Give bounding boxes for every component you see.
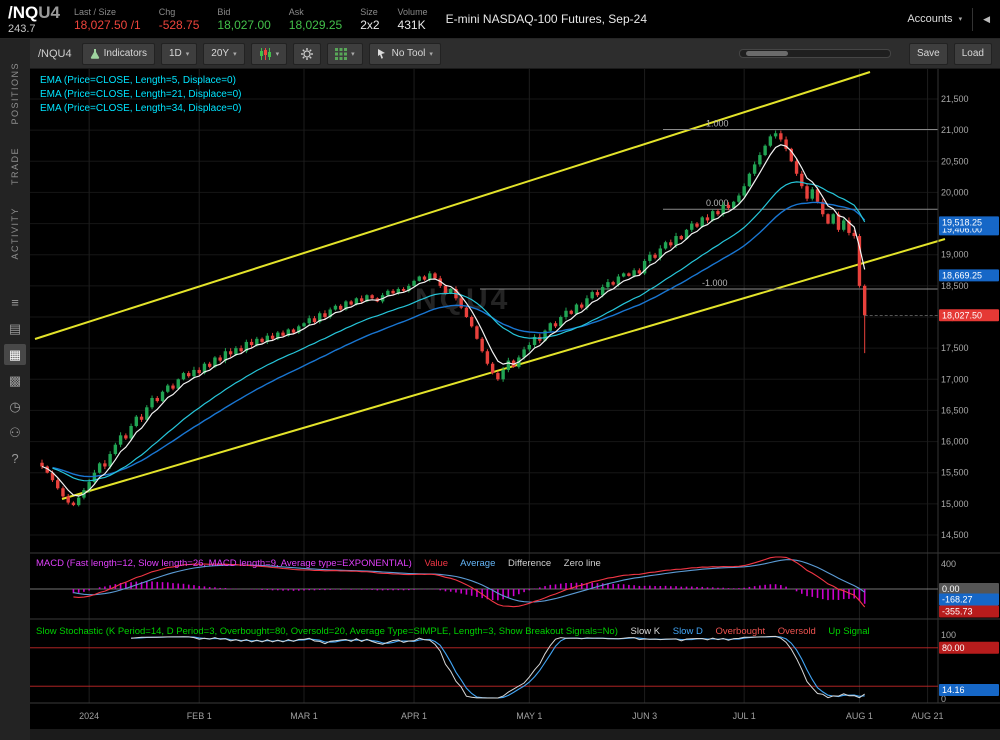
chart-icon[interactable]: ▦: [4, 344, 26, 366]
svg-text:20,000: 20,000: [941, 187, 969, 197]
symbol-sub-value: 243.7: [8, 23, 36, 35]
aggregation-value: 1D: [168, 48, 182, 59]
pattern-dropdown[interactable]: ▾: [327, 42, 363, 65]
svg-text:16,500: 16,500: [941, 405, 969, 415]
svg-text:18,027.50: 18,027.50: [942, 310, 982, 320]
stat-chg: Chg -528.75: [158, 6, 200, 32]
pattern-grid-icon: [335, 47, 348, 60]
help-icon[interactable]: ?: [11, 451, 19, 467]
svg-text:0: 0: [941, 694, 946, 704]
flask-icon: [90, 49, 99, 59]
range-dropdown[interactable]: 20Y ▾: [203, 42, 245, 65]
time-slider-handle[interactable]: [745, 51, 788, 56]
svg-text:15,500: 15,500: [941, 468, 969, 478]
symbol-dropdown[interactable]: /NQU4 243.7: [0, 2, 70, 36]
svg-text:21,500: 21,500: [941, 94, 969, 104]
settings-button[interactable]: [293, 42, 322, 65]
chevron-down-icon: ▾: [275, 50, 280, 58]
collapse-panel-icon[interactable]: ◀: [972, 7, 1000, 31]
svg-text:14.16: 14.16: [942, 685, 965, 695]
svg-text:17,500: 17,500: [941, 343, 969, 353]
svg-text:19,518.25: 19,518.25: [942, 217, 982, 227]
tool-label: No Tool: [391, 48, 426, 59]
svg-text:19,406.00: 19,406.00: [942, 224, 982, 234]
range-value: 20Y: [211, 48, 230, 59]
instrument-title: E-mini NASDAQ-100 Futures, Sep-24: [445, 12, 647, 26]
chart-area: NQU41.0000.000-1.00021,50021,00020,50020…: [30, 69, 1000, 740]
symbol-text: /NQ: [8, 3, 39, 22]
sidebar-tab-activity[interactable]: ACTIVITY: [10, 206, 20, 260]
svg-text:17,000: 17,000: [941, 374, 969, 384]
svg-text:APR 1: APR 1: [401, 711, 427, 721]
save-button[interactable]: Save: [908, 42, 948, 65]
chart-toolbar: /NQU4 Indicators 1D ▾ 20Y ▾ ▾: [30, 39, 1000, 69]
sidebar-icons: ≡ ▤ ▦ ▩ ◷ ⚇?: [4, 292, 26, 469]
svg-text:-1.000: -1.000: [702, 278, 728, 288]
chevron-down-icon: ▾: [351, 50, 355, 58]
svg-text:MAR 1: MAR 1: [290, 711, 318, 721]
aggregation-dropdown[interactable]: 1D ▾: [160, 42, 198, 65]
gear-icon: [301, 47, 314, 60]
main-panel: /NQU4 Indicators 1D ▾ 20Y ▾ ▾: [30, 39, 1000, 740]
svg-text:-355.73: -355.73: [942, 607, 973, 617]
svg-text:MAY 1: MAY 1: [516, 711, 542, 721]
quote-stats: Last / Size 18,027.50 /1 Chg -528.75 Bid 18,0…: [74, 7, 428, 32]
svg-text:0.000: 0.000: [706, 198, 729, 208]
svg-text:AUG 21: AUG 21: [912, 711, 944, 721]
svg-text:1.000: 1.000: [706, 119, 729, 129]
chevron-down-icon: ▾: [958, 16, 963, 23]
svg-text:100: 100: [941, 630, 956, 640]
svg-text:18,669.25: 18,669.25: [942, 270, 982, 280]
toolbar-symbol: /NQU4: [38, 47, 72, 60]
svg-text:JUL 1: JUL 1: [733, 711, 756, 721]
svg-text:400: 400: [941, 559, 956, 569]
cursor-icon: [377, 49, 385, 59]
stat-last-size: Last / Size 18,027.50 /1: [73, 6, 141, 32]
chart-type-dropdown[interactable]: ▾: [250, 42, 288, 65]
stat-ask: Ask 18,029.25: [288, 6, 343, 32]
share-icon[interactable]: ⚇: [9, 424, 21, 440]
watchlist-icon[interactable]: ≡: [11, 295, 19, 311]
svg-text:21,000: 21,000: [941, 125, 969, 135]
svg-text:2024: 2024: [79, 711, 99, 721]
symbol-suffix: U4: [38, 3, 60, 22]
svg-text:0.00: 0.00: [942, 584, 960, 594]
chevron-down-icon: ▾: [429, 50, 433, 58]
header: /NQU4 243.7 Last / Size 18,027.50 /1 Chg -5…: [0, 0, 1000, 39]
accounts-label: Accounts: [907, 13, 953, 25]
positions-icon[interactable]: ▤: [8, 320, 22, 336]
accounts-dropdown[interactable]: Accounts ▾: [897, 9, 972, 29]
svg-text:20,500: 20,500: [941, 156, 969, 166]
chevron-down-icon: ▾: [185, 50, 190, 58]
stat-volume: Volume 431K: [397, 6, 428, 32]
chevron-down-icon: ▾: [233, 50, 237, 58]
time-slider[interactable]: [738, 49, 891, 58]
chart-canvas[interactable]: NQU41.0000.000-1.00021,50021,00020,50020…: [30, 69, 1000, 740]
stat-bid: Bid 18,027.00: [217, 6, 271, 32]
svg-text:80.00: 80.00: [942, 643, 965, 653]
svg-text:18,500: 18,500: [941, 281, 969, 291]
left-sidebar: POSITIONS TRADE ACTIVITY ≡ ▤ ▦ ▩ ◷ ⚇?: [0, 39, 30, 740]
indicators-button[interactable]: Indicators: [81, 42, 155, 65]
svg-text:14,500: 14,500: [941, 530, 969, 540]
load-button[interactable]: Load: [953, 42, 992, 65]
drawing-tool-dropdown[interactable]: No Tool ▾: [368, 42, 441, 65]
svg-text:15,000: 15,000: [941, 499, 969, 509]
grid-icon[interactable]: ▩: [8, 372, 22, 388]
svg-text:19,000: 19,000: [941, 250, 969, 260]
indicators-label: Indicators: [103, 48, 147, 59]
svg-text:16,000: 16,000: [941, 437, 969, 447]
app-body: POSITIONS TRADE ACTIVITY ≡ ▤ ▦ ▩ ◷ ⚇? /NQU4 I…: [0, 39, 1000, 740]
svg-text:AUG 1: AUG 1: [846, 711, 873, 721]
svg-text:JUN 3: JUN 3: [632, 711, 657, 721]
svg-text:FEB 1: FEB 1: [187, 711, 212, 721]
sidebar-tab-positions[interactable]: POSITIONS: [10, 62, 20, 125]
svg-text:-168.27: -168.27: [942, 595, 973, 605]
candlestick-icon: [259, 47, 271, 60]
stat-size: Size 2x2: [360, 6, 380, 32]
sidebar-tab-trade[interactable]: TRADE: [10, 146, 20, 185]
history-icon[interactable]: ◷: [9, 398, 21, 414]
